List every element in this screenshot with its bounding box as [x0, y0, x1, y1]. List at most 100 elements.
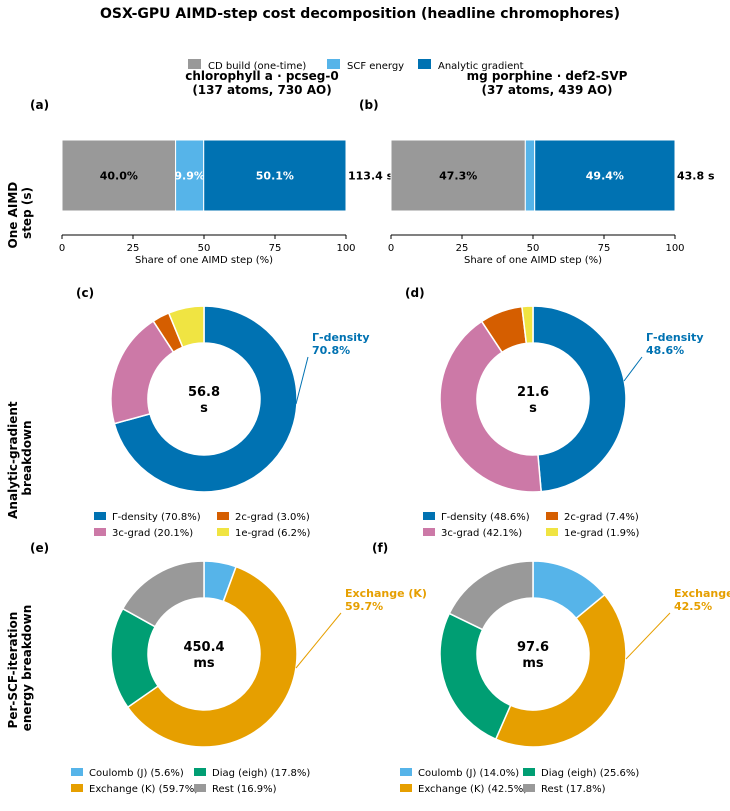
donut-slice: [113, 305, 298, 493]
donut-center-unit: ms: [522, 656, 544, 671]
panel-d-letter: (d): [405, 286, 425, 300]
legend-label: Diag (eigh) (25.6%): [541, 768, 639, 779]
legend-label: 1e-grad (6.2%): [235, 528, 311, 539]
annotation-label: Γ-density: [646, 331, 704, 344]
legend-label: 2c-grad (3.0%): [235, 512, 310, 523]
donut-slice: [448, 560, 534, 631]
donut-slice: [521, 305, 534, 345]
row-label-scf-line1: Per-SCF-iteration: [6, 612, 20, 729]
legend-swatch: [423, 512, 435, 520]
legend-label: Exchange (K) (59.7%): [89, 784, 198, 795]
legend-swatch: [523, 784, 535, 792]
annotation-value: 48.6%: [646, 344, 684, 357]
x-axis-label: Share of one AIMD step (%): [464, 255, 602, 266]
panel-a-title-line2: (137 atoms, 730 AO): [192, 83, 331, 97]
bar-segment: [175, 139, 205, 212]
annotation-leader-line: [623, 356, 643, 382]
x-tick-label: 75: [269, 243, 282, 254]
legend-swatch: [94, 512, 106, 520]
annotation-leader-line: [625, 612, 671, 660]
x-tick-label: 0: [388, 243, 394, 254]
row-label-scf-line2: energy breakdown: [20, 605, 34, 732]
x-tick-label: 25: [456, 243, 469, 254]
legend-swatch: [400, 768, 412, 776]
row-label-scf: Per-SCF-iteration energy breakdown: [6, 605, 34, 732]
x-axis-label: Share of one AIMD step (%): [135, 255, 273, 266]
bar-segment: [203, 139, 347, 212]
donut-slice: [494, 593, 627, 748]
bar-segment: [534, 139, 676, 212]
donut-slice: [126, 565, 298, 748]
legend-swatch: [71, 768, 83, 776]
legend-label: Rest (17.8%): [541, 784, 606, 795]
x-tick-label: 0: [59, 243, 65, 254]
legend-swatch-cd: [188, 59, 201, 69]
x-tick-label: 100: [665, 243, 684, 254]
donut-center-value: 21.6: [517, 385, 549, 400]
legend-swatch: [194, 784, 206, 792]
bar-data-label: 40.0%: [100, 170, 138, 183]
annotation-label: Γ-density: [312, 331, 370, 344]
bar-data-label: 49.4%: [586, 170, 624, 183]
legend-swatch-scf: [327, 59, 340, 69]
legend-label: Coulomb (J) (5.6%): [89, 768, 184, 779]
row-label-bars-line1: One AIMD: [6, 182, 20, 249]
legend-label: 3c-grad (42.1%): [441, 528, 522, 539]
legend-swatch-grad: [418, 59, 431, 69]
panel-a-letter: (a): [30, 98, 49, 112]
legend-label: 2c-grad (7.4%): [564, 512, 639, 523]
donut-slice: [439, 320, 542, 493]
legend-swatch: [423, 528, 435, 536]
donut-slice: [167, 305, 205, 349]
donut-center-unit: s: [529, 401, 537, 416]
x-tick-label: 50: [527, 243, 540, 254]
annotation-leader-line: [295, 612, 342, 669]
panel-b-title-line2: (37 atoms, 439 AO): [481, 83, 612, 97]
row-label-bars: One AIMD step (s): [6, 178, 34, 249]
legend-swatch: [71, 784, 83, 792]
panel-a-title-line1: chlorophyll a · pcseg-0: [185, 69, 338, 83]
panel-e-letter: (e): [30, 541, 49, 555]
donut-center-value: 450.4: [183, 640, 224, 655]
legend-swatch: [546, 528, 558, 536]
legend-label: 3c-grad (20.1%): [112, 528, 193, 539]
bar-total-label: 43.8 s: [677, 170, 715, 183]
legend-swatch: [194, 768, 206, 776]
x-tick-label: 25: [127, 243, 140, 254]
figure-title: OSX-GPU AIMD-step cost decomposition (he…: [100, 6, 620, 22]
legend-swatch: [400, 784, 412, 792]
legend-label: Coulomb (J) (14.0%): [418, 768, 519, 779]
panel-f-letter: (f): [372, 541, 388, 555]
annotation-label: Exchange (K): [345, 587, 427, 600]
row-label-gradient-line1: Analytic-gradient: [6, 401, 20, 519]
legend-swatch: [217, 528, 229, 536]
row-label-gradient-line2: breakdown: [20, 420, 34, 495]
legend-label: Γ-density (70.8%): [112, 512, 201, 523]
panel-b-title-line1: mg porphine · def2-SVP: [467, 69, 628, 83]
top-legend: CD build (one-time) SCF energy Analytic …: [188, 59, 524, 72]
panel-c-letter: (c): [76, 286, 94, 300]
annotation-value: 42.5%: [674, 600, 712, 613]
donut-center-unit: ms: [193, 656, 215, 671]
row-label-bars-line2: step (s): [20, 187, 34, 239]
legend-swatch: [217, 512, 229, 520]
annotation-leader-line: [295, 356, 309, 405]
bar-total-label: 113.4 s: [348, 170, 394, 183]
donut-slice: [121, 560, 205, 628]
chart-layer: 40.0% 9.9% 50.1% 113.4 s 0 25 50 75 100 Share of …: [59, 139, 730, 795]
bar-segment: [524, 139, 536, 212]
legend-label: 1e-grad (1.9%): [564, 528, 640, 539]
donut-center-value: 56.8: [188, 385, 220, 400]
x-tick-label: 50: [198, 243, 211, 254]
bar-data-label: 50.1%: [256, 170, 294, 183]
row-label-gradient: Analytic-gradient breakdown: [6, 397, 34, 519]
legend-swatch: [546, 512, 558, 520]
x-tick-label: 75: [598, 243, 611, 254]
legend-label-grad: Analytic gradient: [438, 61, 524, 72]
panel-b-letter: (b): [359, 98, 379, 112]
legend-label: Rest (16.9%): [212, 784, 277, 795]
donut-slice: [439, 612, 512, 741]
legend-label: Γ-density (48.6%): [441, 512, 530, 523]
donut-center-value: 97.6: [517, 640, 549, 655]
